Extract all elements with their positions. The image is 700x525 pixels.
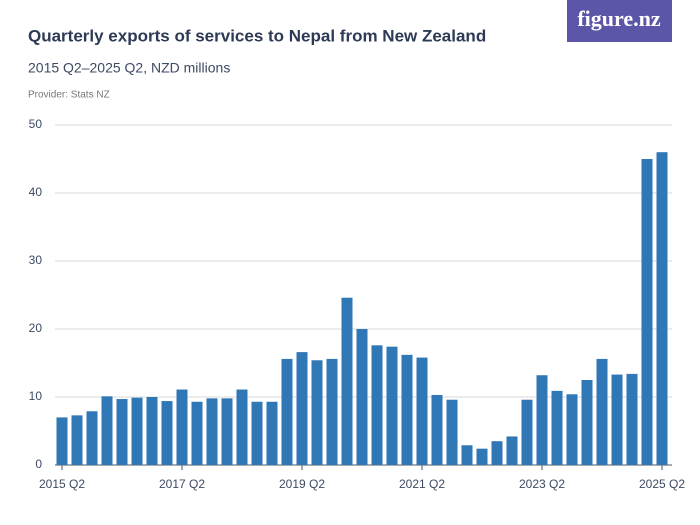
bar [86,411,98,465]
bar [131,397,143,465]
bar [266,401,278,465]
x-tick-label: 2025 Q2 [639,477,685,491]
x-tick-label: 2019 Q2 [279,477,325,491]
bar [191,401,203,465]
bar [461,445,473,465]
bar [176,389,188,465]
y-tick-label: 10 [29,389,43,403]
y-tick-label: 20 [29,321,43,335]
bar [386,346,398,465]
bar [611,374,623,465]
chart-subtitle: 2015 Q2–2025 Q2, NZD millions [28,60,230,76]
bar [296,352,308,465]
chart-title: Quarterly exports of services to Nepal f… [28,26,486,45]
bar [221,398,233,465]
bar [56,417,68,465]
bar [71,415,83,465]
logo: figure.nz [577,6,661,31]
y-tick-label: 0 [35,457,42,471]
logo-box [567,0,672,42]
x-tick-label: 2021 Q2 [399,477,445,491]
bar [371,345,383,465]
bar [101,396,113,465]
bar [161,401,173,465]
bar [566,394,578,465]
bar [506,436,518,465]
bar [596,358,608,465]
provider: Provider: Stats NZ [28,90,110,101]
y-tick-label: 40 [29,185,43,199]
bar [521,399,533,465]
bar [251,401,263,465]
x-tick-label: 2023 Q2 [519,477,565,491]
bar [356,329,368,465]
bar [341,297,353,465]
bar [656,152,668,465]
bar [431,394,443,465]
y-tick-label: 30 [29,253,43,267]
y-tick-label: 50 [29,117,43,131]
bar [626,373,638,465]
bar [116,399,128,465]
bar [401,354,413,465]
x-tick-label: 2017 Q2 [159,477,205,491]
bar [206,398,218,465]
bar [551,390,563,465]
bar [311,360,323,465]
bar [581,380,593,465]
bar [446,399,458,465]
bar [281,358,293,465]
bar [236,389,248,465]
x-tick-label: 2015 Q2 [39,477,85,491]
bar [536,375,548,465]
bar [476,448,488,465]
bar [416,357,428,465]
bar [146,397,158,465]
bar [491,441,503,465]
bar [326,358,338,465]
bar [641,159,653,465]
